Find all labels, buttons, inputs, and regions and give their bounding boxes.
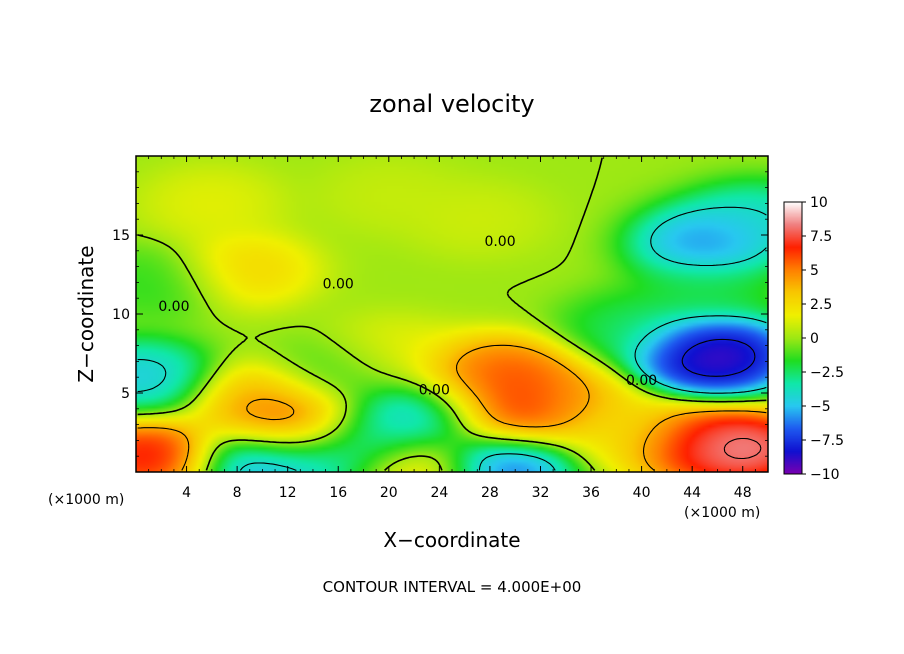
- contour-lines: 0.00 0.00 0.00 0.00 0.00: [137, 157, 767, 471]
- plot-area: 0.000.000.000.000.00 4 8 12 16 20 24 28 32 36 40 4…: [112, 155, 769, 501]
- x-tick-label: 20: [380, 485, 398, 501]
- colorbar-gradient: [784, 202, 802, 474]
- x-unit-left: (×1000 m): [48, 492, 124, 508]
- colorbar-ticks: 10 7.5 5 2.5 0 −2.5 −5 −7.5 −10: [802, 195, 844, 483]
- velocity-field: [136, 156, 768, 472]
- contour-level-4: [137, 344, 767, 471]
- contour-interval-note: CONTOUR INTERVAL = 4.000E+00: [323, 578, 582, 596]
- colorbar-tick-label: 0: [810, 331, 819, 347]
- colorbar: 10 7.5 5 2.5 0 −2.5 −5 −7.5 −10: [783, 195, 844, 483]
- y-tick-label: 5: [121, 386, 130, 402]
- x-tick-label: 8: [233, 485, 242, 501]
- y-axis-label: Z−coordinate: [74, 245, 98, 382]
- contour-level-8: [723, 437, 762, 460]
- y-tick-label: 10: [112, 307, 130, 323]
- contour-level--8: [681, 338, 756, 377]
- x-tick-label: 24: [430, 485, 448, 501]
- contour-label: 0.00: [484, 234, 515, 250]
- x-tick-label: 32: [532, 485, 550, 501]
- x-axis-ticks: 4 8 12 16 20 24 28 32 36 40 44 48: [148, 156, 756, 501]
- x-unit-right: (×1000 m): [684, 505, 760, 521]
- colorbar-tick-label: 7.5: [810, 229, 832, 245]
- contour-level--4: [137, 206, 767, 471]
- colorbar-tick-label: −10: [810, 467, 840, 483]
- chart-title: zonal velocity: [369, 90, 534, 118]
- colorbar-tick-label: −5: [810, 399, 831, 415]
- x-tick-label: 28: [481, 485, 499, 501]
- contour-level-0: [137, 157, 767, 471]
- contour-label: 0.00: [419, 383, 450, 399]
- x-tick-label: 4: [182, 485, 191, 501]
- y-axis-ticks: 5 10 15: [112, 171, 768, 457]
- colorbar-tick-label: −7.5: [810, 433, 844, 449]
- x-tick-label: 36: [582, 485, 600, 501]
- colorbar-tick-label: 5: [810, 263, 819, 279]
- colorbar-tick-label: 10: [810, 195, 828, 211]
- contour-label: 0.00: [626, 373, 657, 389]
- colorbar-tick-label: −2.5: [810, 365, 844, 381]
- x-tick-label: 44: [683, 485, 701, 501]
- y-tick-label: 15: [112, 228, 130, 244]
- x-tick-label: 12: [279, 485, 297, 501]
- colorbar-tick-label: 2.5: [810, 297, 832, 313]
- x-tick-label: 16: [329, 485, 347, 501]
- x-axis-label: X−coordinate: [383, 528, 520, 552]
- contour-label: 0.00: [323, 277, 354, 293]
- x-tick-label: 40: [633, 485, 651, 501]
- contour-label: 0.00: [158, 299, 189, 315]
- x-tick-label: 48: [734, 485, 752, 501]
